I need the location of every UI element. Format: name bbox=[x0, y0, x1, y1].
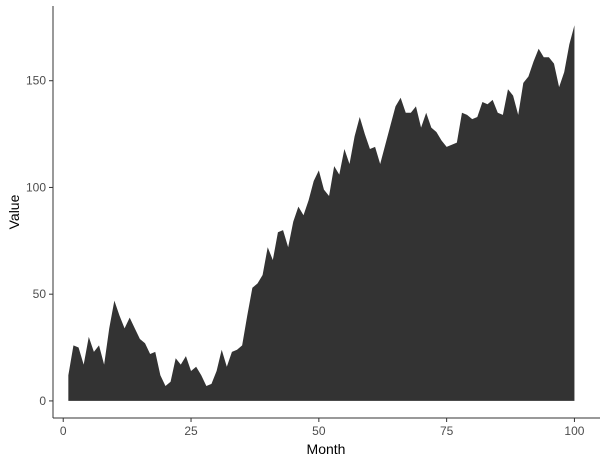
x-axis-title: Month bbox=[307, 441, 346, 457]
axes: 0 50 100 150 0 25 50 75 100 bbox=[26, 6, 600, 438]
y-tick-label: 150 bbox=[26, 74, 46, 88]
x-tick-label: 100 bbox=[564, 424, 584, 438]
y-axis-title: Value bbox=[6, 194, 22, 229]
y-tick-label: 0 bbox=[39, 394, 46, 408]
area-series-0 bbox=[68, 25, 575, 401]
x-tick-label: 0 bbox=[60, 424, 67, 438]
x-tick-label: 75 bbox=[440, 424, 454, 438]
x-tick-label: 50 bbox=[312, 424, 326, 438]
plot-area bbox=[68, 25, 575, 401]
y-tick-label: 50 bbox=[33, 287, 47, 301]
y-tick-label: 100 bbox=[26, 180, 46, 194]
x-tick-label: 25 bbox=[184, 424, 198, 438]
